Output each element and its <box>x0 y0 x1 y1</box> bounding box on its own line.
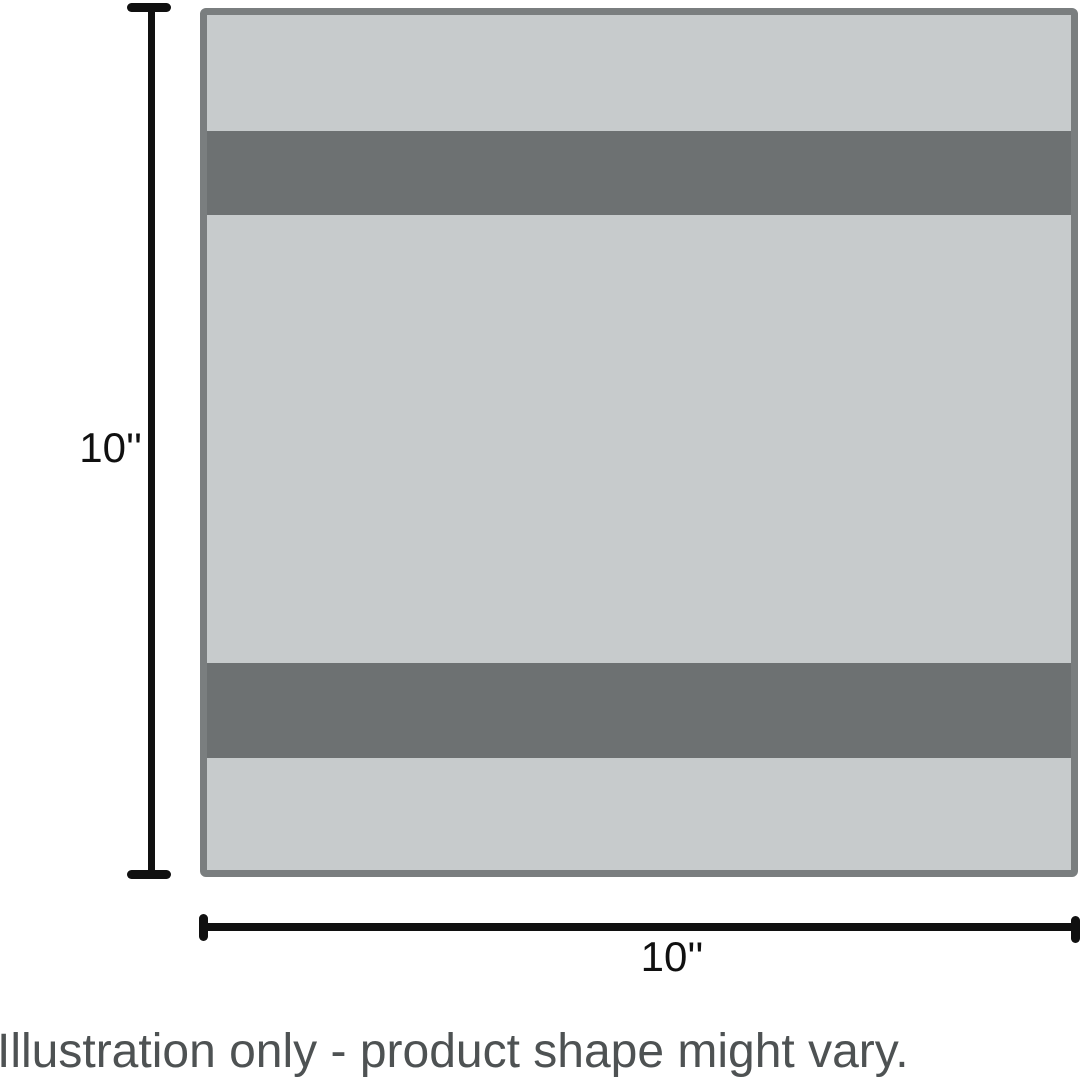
vertical-dimension-cap-bottom <box>127 870 171 879</box>
horizontal-dimension-line <box>203 923 1075 931</box>
vertical-dimension-line <box>148 7 155 873</box>
vertical-dimension-label: 10'' <box>79 424 142 471</box>
swatch-stripe-bottom <box>207 663 1071 758</box>
product-swatch-square <box>200 8 1078 877</box>
horizontal-dimension-cap-right <box>1071 916 1080 943</box>
swatch-stripe-top <box>207 131 1071 215</box>
horizontal-dimension-label: 10'' <box>640 933 704 980</box>
illustration-caption: Illustration only - product shape might … <box>0 1025 909 1078</box>
vertical-dimension-cap-top <box>127 3 171 12</box>
horizontal-dimension-cap-left <box>199 914 208 941</box>
